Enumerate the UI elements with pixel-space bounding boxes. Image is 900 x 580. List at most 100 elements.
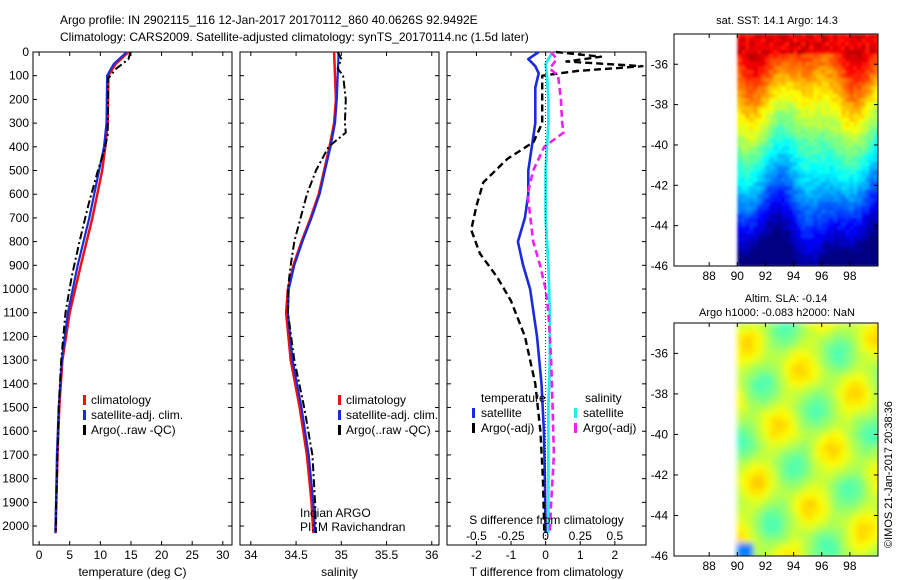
legend-swatch [83,425,86,435]
legend-label: climatology [346,393,406,407]
map-y-tick-label: -44 [651,508,669,522]
series-line-t_argo [470,50,644,534]
x-tick-label: 34.5 [284,548,308,562]
legend-label: Argo(..raw -QC) [346,423,431,437]
legend-swatch [338,395,341,405]
series-line-s_satellite [544,51,554,534]
map-panel-4: 88 90 92 94 96 98 -36 -38 -40 -42 -44 -46 sat. SST: … [651,15,879,283]
sla-subtitle: Argo h1000: -0.083 h2000: NaN [699,307,855,319]
depth-tick-label: 1300 [2,353,29,367]
depth-tick-label: 800 [9,235,29,249]
depth-tick-label: 0 [22,45,29,59]
imos-stamp: ©IMOS 21-Jan-2017 20:38:36 [883,401,895,548]
depth-tick-label: 600 [9,187,29,201]
legend-label: satellite-adj. clim. [91,408,183,422]
legend-label: Argo(-adj) [583,421,636,435]
depth-tick-label: 200 [9,92,29,106]
legend-title-salinity: salinity [585,391,622,405]
legend-swatch [83,395,86,405]
legend-swatch [472,423,475,433]
map-x-tick-label: 88 [702,269,716,283]
x-tick-label: 25 [186,548,200,562]
map-y-tick-label: -42 [651,178,669,192]
sst-title: sat. SST: 14.1 Argo: 14.3 [716,15,838,27]
legend-swatch [472,408,475,418]
map-field [737,34,878,266]
x-tick-label: 20 [155,548,169,562]
x-axis-label: temperature (deg C) [78,565,186,579]
x-tick-label: -1 [506,548,517,562]
panel-frame [239,51,440,546]
sla-title: Altim. SLA: -0.14 [745,293,828,305]
depth-tick-label: 1700 [2,448,29,462]
top-tick-label: 0.25 [569,529,593,543]
legend-swatch [83,410,86,420]
x-axis-label: T difference from climatology [470,565,624,579]
header-line-1: Argo profile: IN 2902115_116 12-Jan-2017… [60,13,478,27]
profile-panel-1: 0100200300400500600700800900100011001200… [2,45,233,579]
top-tick-label: -0.5 [466,529,487,543]
depth-tick-label: 1400 [2,377,29,391]
series-line-argo [286,51,347,534]
depth-tick-label: 2000 [2,519,29,533]
x-tick-label: 5 [66,548,73,562]
legend-swatch [574,423,577,433]
depth-tick-label: 1600 [2,424,29,438]
depth-tick-label: 1500 [2,401,29,415]
series-line-satellite [54,51,128,534]
series-line-argo [54,51,132,534]
map-x-tick-label: 94 [787,269,801,283]
map-y-tick-label: -36 [651,346,669,360]
map-x-tick-label: 94 [787,559,801,573]
series-line-satellite [286,51,340,534]
map-x-tick-label: 92 [759,269,773,283]
panel-frame [32,51,233,546]
x-tick-label: 10 [94,548,108,562]
map-panel-5: 88 90 92 94 96 98 -36 -38 -40 -42 -44 -46 Altim. SLA… [651,293,879,573]
x-tick-label: 1 [577,548,584,562]
depth-tick-label: 1200 [2,329,29,343]
legend-label: climatology [91,393,151,407]
panel-annotation: PI: M Ravichandran [300,520,405,534]
legend-label: Argo(-adj) [481,421,534,435]
top-tick-label: 0 [542,529,549,543]
legend-swatch [338,410,341,420]
map-x-tick-label: 88 [702,559,716,573]
panel-annotation: Indian ARGO [300,506,371,520]
map-y-tick-label: -36 [651,57,669,71]
legend-label: satellite [583,406,624,420]
x-tick-label: 15 [124,548,138,562]
map-y-tick-label: -40 [651,427,669,441]
map-panels: 88 90 92 94 96 98 -36 -38 -40 -42 -44 -46 sat. SST: … [651,15,879,573]
depth-tick-label: 400 [9,140,29,154]
depth-tick-label: 700 [9,211,29,225]
depth-tick-label: 100 [9,69,29,83]
map-x-tick-label: 90 [731,559,745,573]
depth-tick-label: 1900 [2,495,29,509]
map-x-tick-label: 96 [815,559,829,573]
map-x-tick-label: 92 [759,559,773,573]
profile-panel-2: 34 34.5 35 35.5 36 salinity climatologysatelli… [239,51,440,579]
depth-tick-label: 500 [9,164,29,178]
depth-tick-label: 900 [9,258,29,272]
x-axis-label: salinity [321,565,358,579]
top-axis-label: S difference from climatology [469,513,624,527]
panel-frame [446,51,647,546]
depth-tick-label: 300 [9,116,29,130]
profile-panel-3: -2 -1 0 1 2 T difference from climatology S di… [446,50,647,579]
depth-tick-label: 1800 [2,472,29,486]
legend-label: Argo(..raw -QC) [91,423,176,437]
profile-panels: 0100200300400500600700800900100011001200… [2,45,647,579]
series-line-climatology [54,51,130,534]
map-y-tick-label: -38 [651,387,669,401]
map-field [737,323,878,556]
series-line-t_satellite [516,50,547,534]
x-tick-label: 35 [335,548,349,562]
top-tick-label: 0.5 [607,529,624,543]
map-y-tick-label: -40 [651,138,669,152]
depth-tick-label: 1100 [3,306,29,320]
map-frame [673,33,879,267]
map-x-tick-label: 98 [843,269,857,283]
map-x-tick-label: 90 [731,269,745,283]
